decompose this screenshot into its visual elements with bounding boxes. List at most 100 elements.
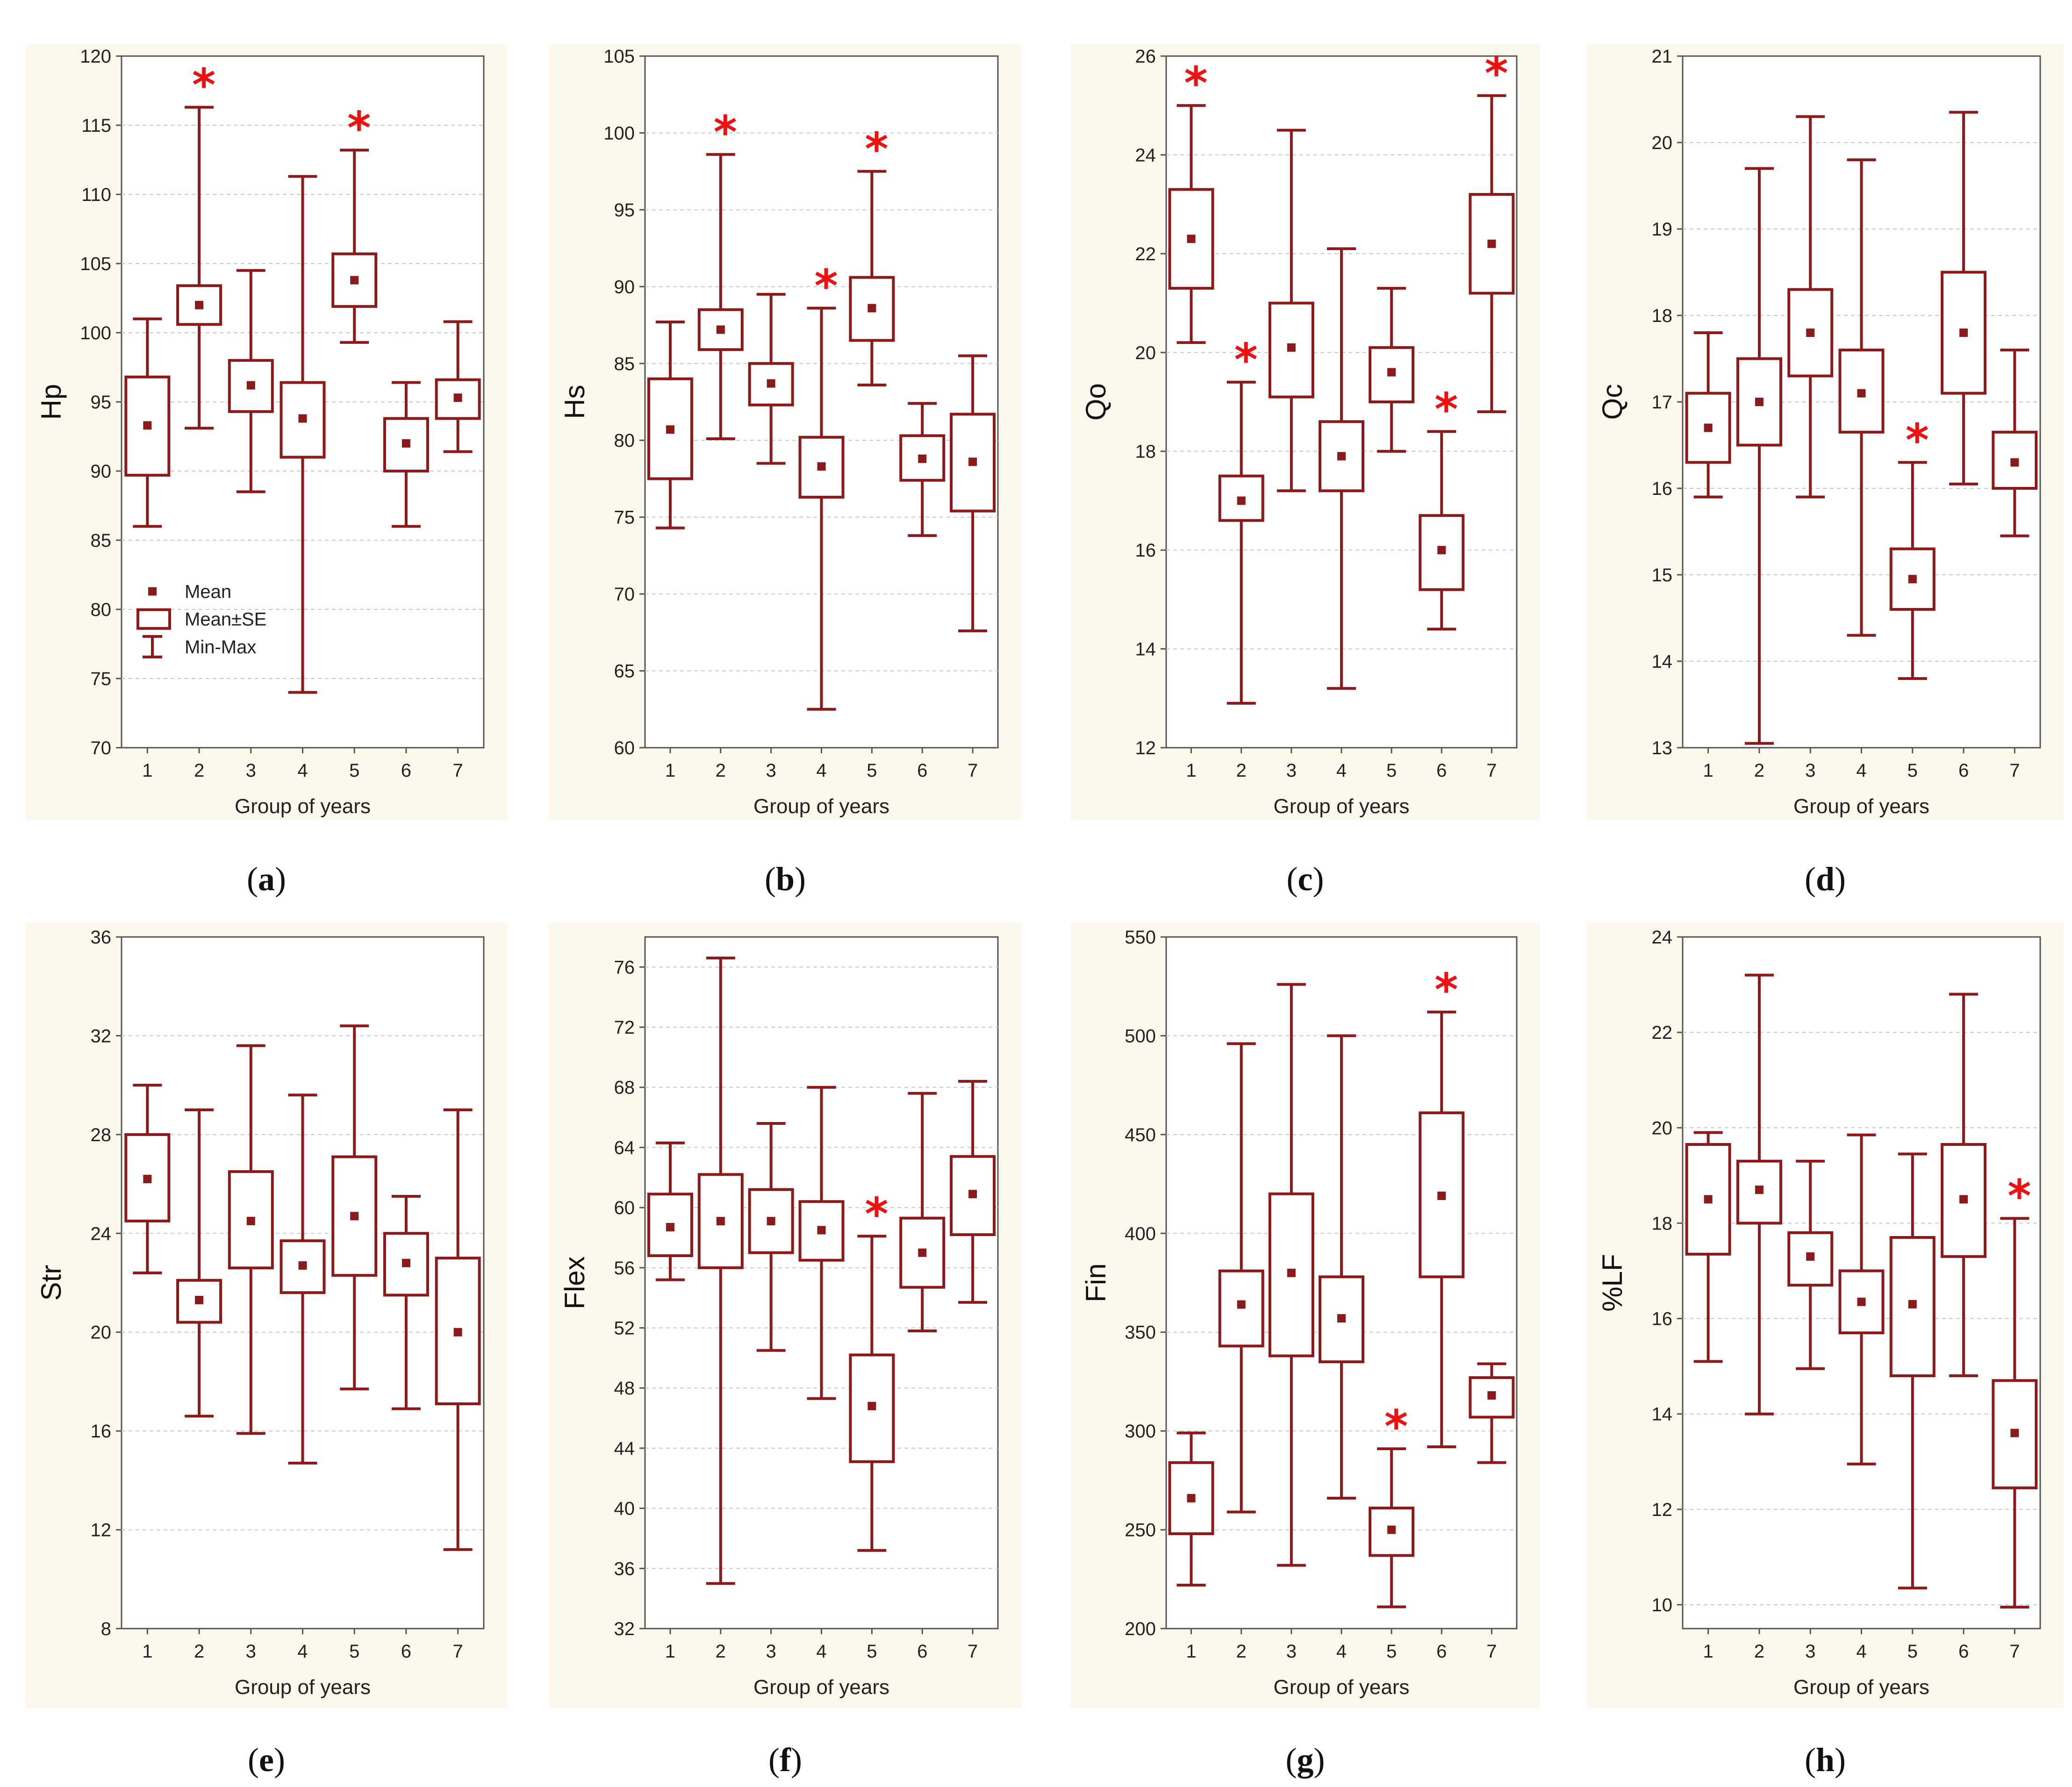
box-group-7 xyxy=(1992,349,2038,537)
y-axis-title: Fin xyxy=(1080,1263,1111,1302)
y-axis-title: Hp xyxy=(36,384,67,420)
y-tick-label: 20 xyxy=(1652,133,1673,153)
mean-marker xyxy=(1806,1252,1815,1261)
mean-marker xyxy=(868,1401,876,1410)
box-group-5: * xyxy=(1889,415,1936,680)
x-tick-label: 6 xyxy=(917,760,927,781)
y-axis-title: Str xyxy=(36,1265,67,1301)
box-group-3 xyxy=(1787,1159,1834,1370)
box-group-7: * xyxy=(1469,48,1515,414)
x-tick-label: 1 xyxy=(665,1641,675,1662)
box-group-4: * xyxy=(798,260,845,711)
mean-marker xyxy=(401,439,410,448)
y-tick-label: 100 xyxy=(603,123,635,143)
mean-marker xyxy=(1237,496,1246,505)
x-tick-label: 7 xyxy=(968,760,978,781)
x-tick-label: 4 xyxy=(1856,760,1866,781)
box-group-6 xyxy=(383,381,429,528)
x-axis-title: Group of years xyxy=(1793,795,1929,818)
panel-b: 60 65 70 75 80 85 90 95 100 105 1 2 3 4 5 6 7 Group of ye… xyxy=(549,44,1021,820)
x-tick-label: 7 xyxy=(2009,1641,2020,1662)
mean-marker xyxy=(1187,235,1196,243)
legend-mean-marker xyxy=(148,587,157,596)
legend-se-label: Mean±SE xyxy=(185,609,266,630)
x-tick-label: 2 xyxy=(1236,760,1247,781)
box-group-2: * xyxy=(176,59,222,430)
box-group-3 xyxy=(1268,983,1314,1567)
mean-marker xyxy=(1287,1268,1296,1277)
x-axis-title: Group of years xyxy=(1793,1676,1929,1699)
significance-star: * xyxy=(1906,415,1929,467)
box-group-6 xyxy=(899,402,946,537)
box-group-1 xyxy=(1685,1131,1731,1363)
caption-letter: h xyxy=(1816,1741,1835,1779)
x-tick-label: 3 xyxy=(1286,1641,1297,1662)
mean-marker xyxy=(1287,343,1296,352)
box-group-6 xyxy=(1941,111,1987,486)
x-tick-label: 6 xyxy=(917,1641,927,1662)
box-group-4 xyxy=(1319,1034,1364,1500)
box-group-5: * xyxy=(331,102,378,344)
y-tick-label: 400 xyxy=(1125,1223,1156,1244)
mean-marker xyxy=(1387,368,1396,377)
box-group-6 xyxy=(1941,993,1987,1378)
mean-marker xyxy=(1959,1195,1968,1204)
x-tick-label: 5 xyxy=(349,760,359,781)
y-tick-label: 8 xyxy=(101,1619,111,1639)
y-tick-label: 16 xyxy=(1652,1309,1673,1330)
x-tick-label: 1 xyxy=(1186,1641,1196,1662)
x-tick-label: 5 xyxy=(1386,760,1397,781)
y-tick-label: 14 xyxy=(1652,651,1673,672)
mean-marker xyxy=(1959,329,1968,337)
y-tick-label: 300 xyxy=(1125,1421,1156,1442)
mean-marker xyxy=(918,454,927,463)
x-tick-label: 5 xyxy=(1907,760,1918,781)
x-axis-title: Group of years xyxy=(1273,795,1409,818)
x-axis-title: Group of years xyxy=(753,795,889,818)
significance-star: * xyxy=(814,260,838,312)
mean-marker xyxy=(868,304,876,313)
mean-marker xyxy=(298,1261,307,1270)
y-tick-label: 19 xyxy=(1652,219,1673,240)
y-tick-label: 28 xyxy=(91,1125,112,1145)
y-axis-title: Flex xyxy=(559,1256,590,1309)
mean-marker xyxy=(1755,1185,1764,1194)
y-tick-label: 16 xyxy=(1652,479,1673,499)
mean-marker xyxy=(666,425,674,434)
significance-star: * xyxy=(1434,964,1458,1016)
y-tick-label: 70 xyxy=(614,584,635,605)
mean-marker xyxy=(666,1222,674,1231)
y-tick-label: 20 xyxy=(1135,343,1156,363)
x-tick-label: 6 xyxy=(1436,1641,1447,1662)
legend: Mean Mean±SE Min-Max xyxy=(136,582,266,658)
x-tick-label: 1 xyxy=(1703,760,1714,781)
box-group-5 xyxy=(331,1024,378,1391)
x-tick-label: 2 xyxy=(1754,760,1764,781)
y-tick-label: 60 xyxy=(614,738,635,758)
mean-marker xyxy=(1487,239,1496,248)
x-tick-label: 1 xyxy=(142,1641,152,1662)
y-tick-label: 22 xyxy=(1135,244,1156,264)
x-tick-label: 5 xyxy=(867,760,877,781)
mean-marker xyxy=(1857,389,1866,398)
box-group-4 xyxy=(1319,247,1364,690)
y-tick-label: 75 xyxy=(91,669,112,689)
y-tick-label: 13 xyxy=(1652,738,1673,758)
mean-marker xyxy=(1857,1297,1866,1306)
x-tick-label: 7 xyxy=(968,1641,978,1662)
y-tick-label: 16 xyxy=(91,1421,112,1442)
y-tick-label: 75 xyxy=(614,508,635,528)
y-tick-label: 80 xyxy=(91,600,112,620)
significance-star: * xyxy=(714,106,737,158)
y-tick-label: 105 xyxy=(80,254,111,274)
mean-marker xyxy=(2010,458,2019,467)
y-tick-label: 44 xyxy=(614,1438,635,1459)
box-group-7: * xyxy=(1992,1170,2038,1609)
y-tick-label: 40 xyxy=(614,1499,635,1519)
y-tick-label: 70 xyxy=(91,738,112,758)
y-tick-label: 90 xyxy=(614,277,635,297)
